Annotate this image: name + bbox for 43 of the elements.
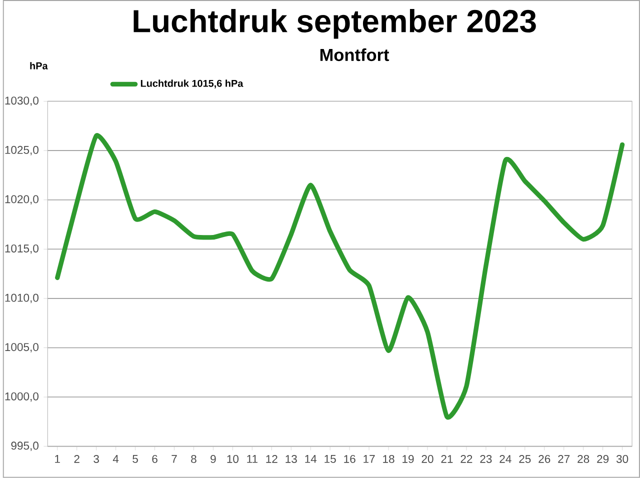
x-tick-label: 10 <box>227 455 239 464</box>
x-tick-label: 12 <box>266 455 278 463</box>
chart-subtitle: Montfort <box>320 48 390 62</box>
x-tick-label: 2 <box>74 455 80 463</box>
x-tick-label: 5 <box>132 455 138 463</box>
x-tick-label: 26 <box>538 455 550 464</box>
x-tick-label: 9 <box>210 455 216 464</box>
x-tick-label: 19 <box>402 455 414 464</box>
x-tick-label: 14 <box>305 455 317 463</box>
line-series <box>55 133 625 420</box>
x-tick-label: 22 <box>460 455 472 463</box>
x-tick-label: 21 <box>441 455 453 463</box>
x-tick-label: 29 <box>597 455 609 464</box>
x-tick-label: 30 <box>616 455 628 464</box>
x-tick-label: 20 <box>422 455 434 464</box>
x-tick-label: 17 <box>364 455 375 463</box>
y-tick-label: 1010,0 <box>5 294 38 304</box>
x-tick-label: 6 <box>152 455 158 464</box>
y-tick-label: 1000,0 <box>5 392 38 402</box>
x-tick-label: 8 <box>191 455 196 464</box>
x-tick-label: 23 <box>480 455 492 464</box>
y-tick-label: 1020,0 <box>5 195 38 205</box>
y-tick-label: 1030,0 <box>5 96 38 106</box>
x-tick-label: 28 <box>578 455 590 464</box>
y-tick-label: 1015,0 <box>5 244 38 254</box>
x-tick-label: 25 <box>519 455 531 464</box>
x-tick-label: 1 <box>55 455 60 463</box>
x-tick-label: 3 <box>94 455 99 464</box>
x-tick-label: 27 <box>558 455 570 463</box>
x-tick-label: 4 <box>112 455 119 463</box>
x-tick-label: 24 <box>500 455 512 463</box>
y-tick-label: 995,0 <box>11 442 38 452</box>
legend-label: Luchtdruk 1015,6 hPa <box>140 80 244 88</box>
x-tick-label: 13 <box>286 455 297 464</box>
y-axis-title: hPa <box>30 62 48 70</box>
x-tick-label: 15 <box>324 455 336 463</box>
y-tick-label: 1005,0 <box>5 343 38 352</box>
chart-title: Luchtdruk september 2023 <box>134 9 536 39</box>
x-tick-label: 16 <box>344 455 356 464</box>
x-tick-label: 7 <box>172 455 177 463</box>
x-tick-label: 11 <box>247 455 258 463</box>
x-tick-label: 18 <box>383 455 394 464</box>
y-tick-label: 1025,0 <box>5 146 38 156</box>
